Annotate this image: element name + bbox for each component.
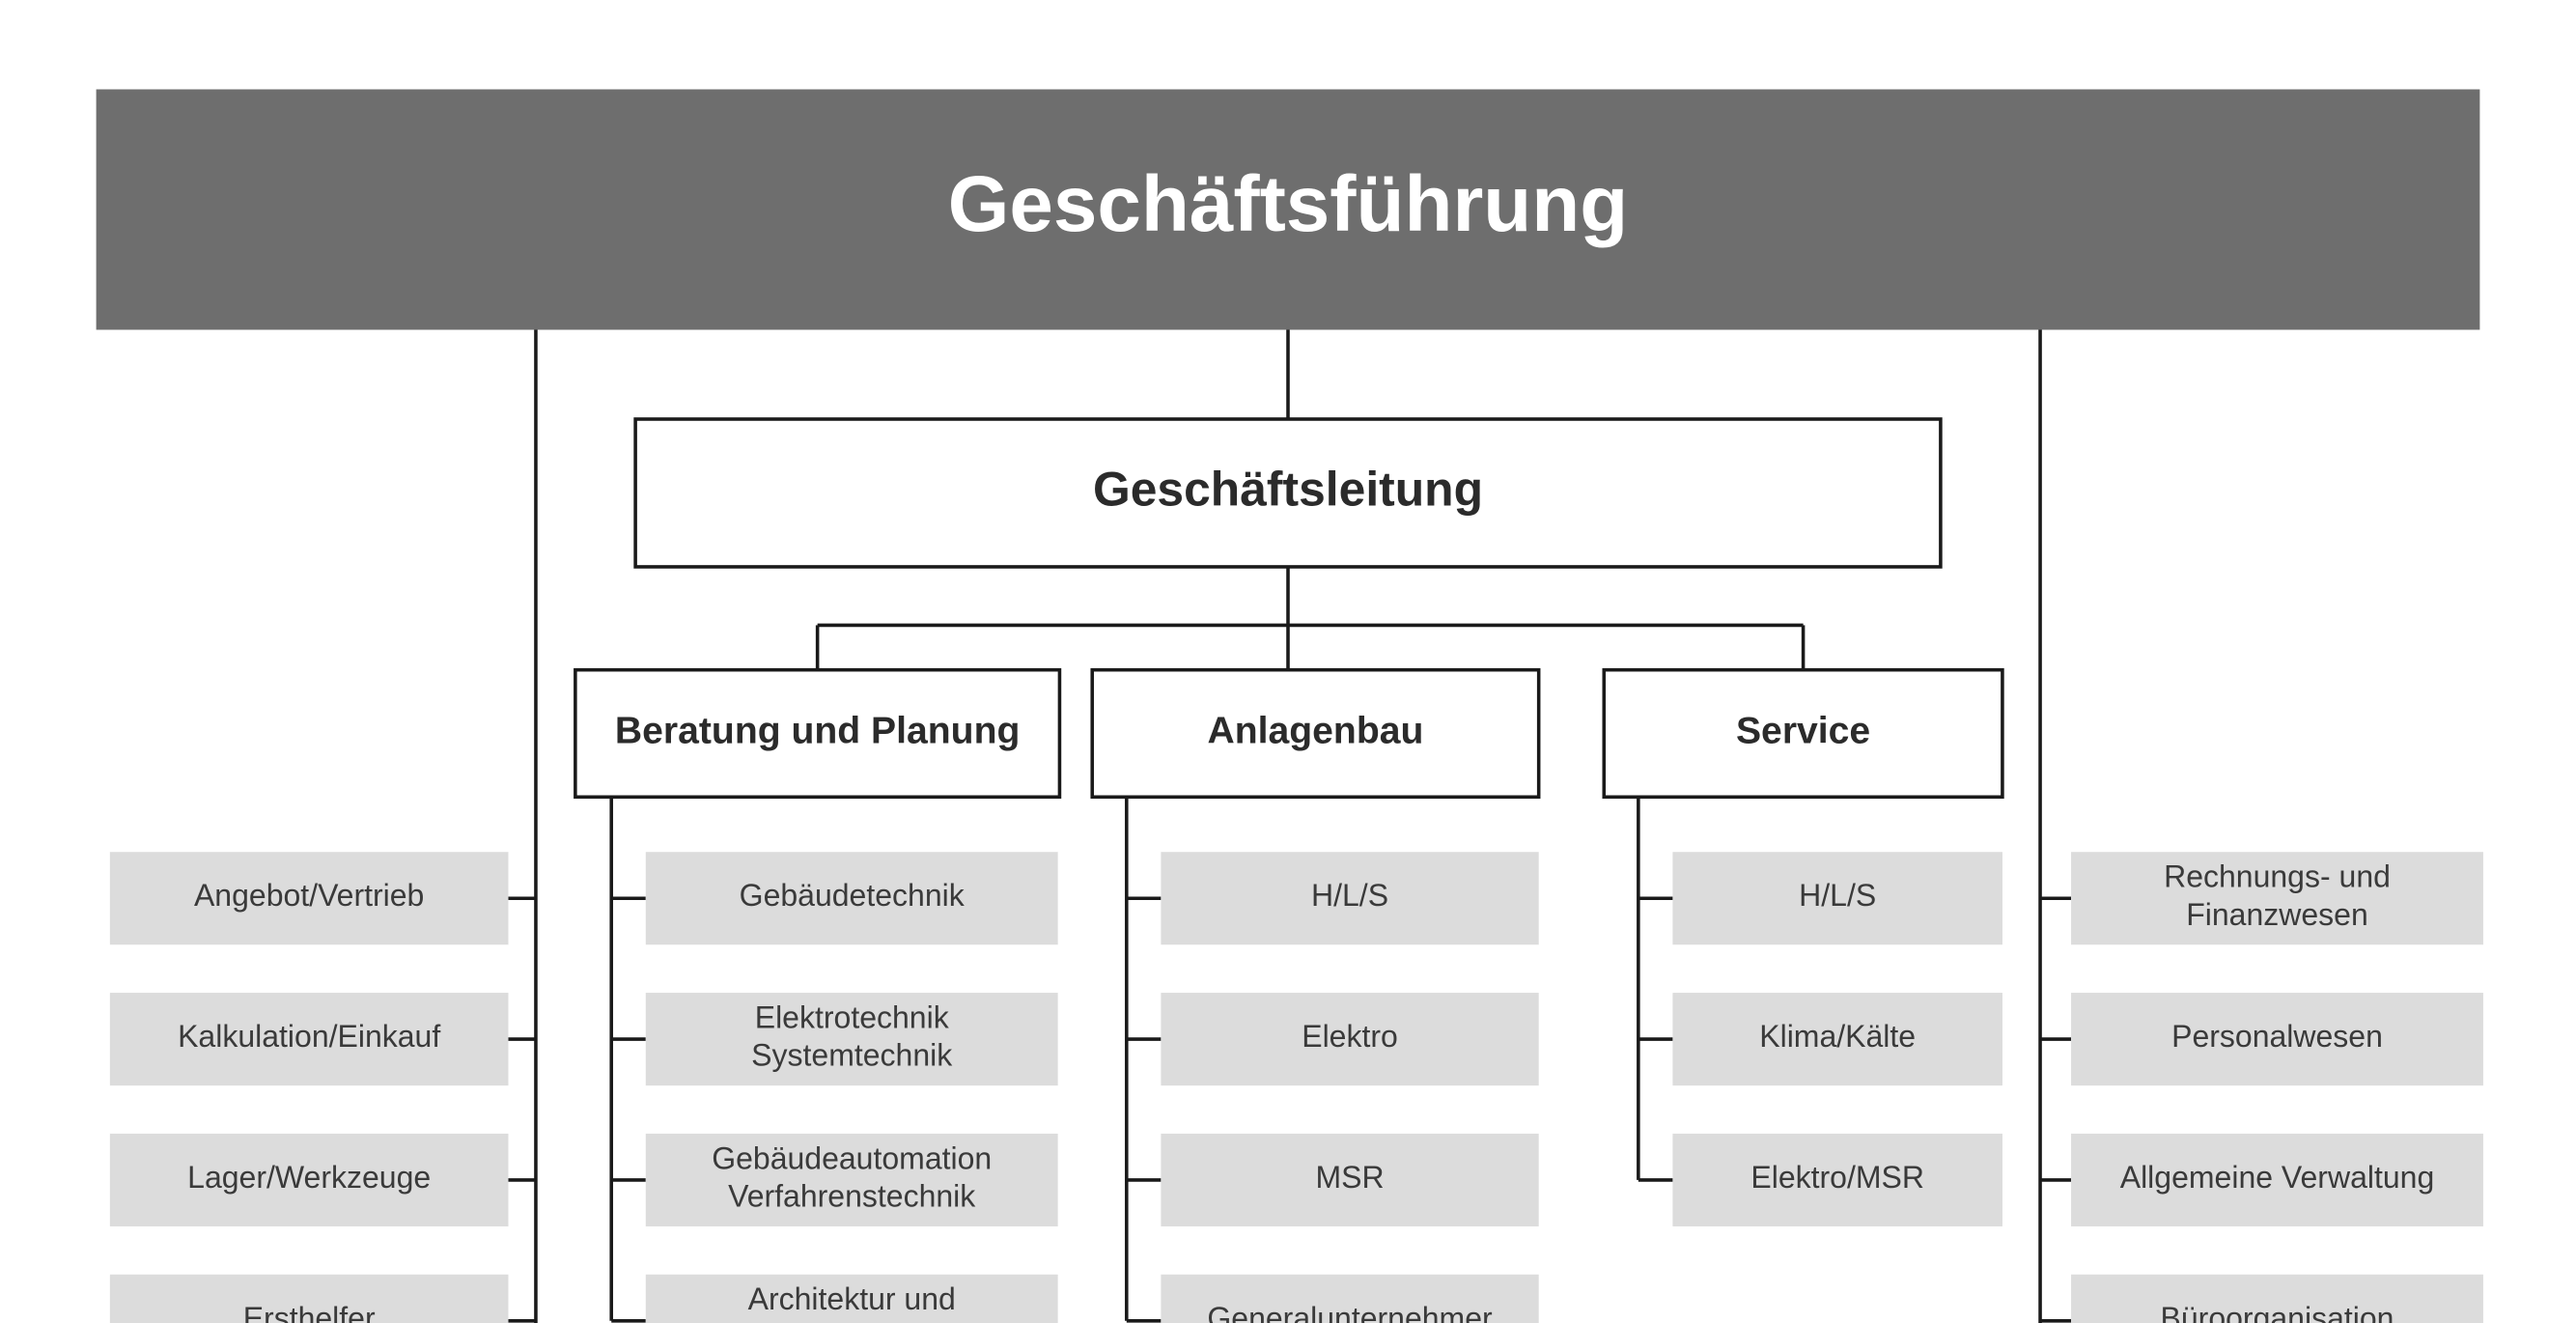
right-ext-leaf-label-1: Personalwesen bbox=[2171, 1020, 2383, 1055]
level2-title: Geschäftsleitung bbox=[1093, 463, 1483, 517]
anlagenbau-leaf-label-3: Generalunternehmer bbox=[1207, 1301, 1493, 1322]
anlagenbau-leaf-label-1: Elektro bbox=[1302, 1020, 1398, 1055]
org-chart: Geschäftsführung Geschäftsleitung Beratung… bbox=[0, 0, 2576, 1323]
service-leaf-label-1: Klima/Kälte bbox=[1759, 1020, 1916, 1055]
service-leaf-label-2: Elektro/MSR bbox=[1750, 1160, 1924, 1195]
left-ext-leaf-label-1: Kalkulation/Einkauf bbox=[178, 1020, 440, 1055]
level3-title-service: Service bbox=[1736, 711, 1870, 752]
left-ext-leaf-label-3: Ersthelfer bbox=[243, 1301, 376, 1322]
left-ext-leaf-label-2: Lager/Werkzeuge bbox=[187, 1160, 431, 1195]
right-ext-leaf-label-3: Büroorganisation bbox=[2161, 1301, 2394, 1322]
anlagenbau-leaf-label-0: H/L/S bbox=[1311, 879, 1388, 914]
left-ext-leaf-label-0: Angebot/Vertrieb bbox=[194, 879, 424, 914]
top-title: Geschäftsführung bbox=[948, 160, 1628, 248]
service-leaf-label-0: H/L/S bbox=[1799, 879, 1876, 914]
beratung-leaf-label-0: Gebäudetechnik bbox=[740, 879, 966, 914]
anlagenbau-leaf-label-2: MSR bbox=[1315, 1160, 1384, 1195]
right-ext-leaf-label-2: Allgemeine Verwaltung bbox=[2120, 1160, 2435, 1195]
level3-title-anlagenbau: Anlagenbau bbox=[1208, 711, 1424, 752]
beratung-leaf-label-3: Architektur undBauwesen bbox=[748, 1282, 956, 1323]
level3-title-beratung: Beratung und Planung bbox=[615, 711, 1021, 752]
